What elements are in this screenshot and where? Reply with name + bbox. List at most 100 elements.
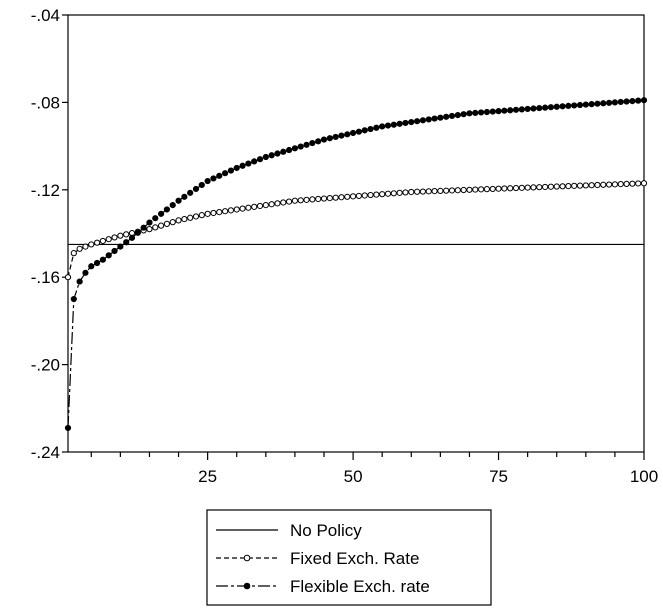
- data-point: [192, 213, 200, 220]
- data-point: [460, 111, 467, 118]
- data-point: [361, 127, 368, 134]
- data-point: [274, 200, 281, 207]
- series-flexible-exch-rate: [64, 97, 648, 432]
- data-point: [495, 108, 502, 115]
- data-point: [402, 119, 409, 127]
- data-point: [605, 99, 613, 106]
- data-point: [82, 243, 89, 250]
- data-point: [448, 112, 456, 120]
- data-point: [285, 198, 293, 205]
- data-point: [274, 150, 281, 157]
- data-point: [507, 185, 514, 192]
- data-point: [204, 210, 211, 217]
- data-point: [623, 180, 630, 187]
- data-point: [128, 234, 136, 241]
- data-point: [582, 182, 589, 189]
- data-point: [367, 191, 374, 199]
- data-point: [233, 206, 240, 213]
- legend-label: Flexible Exch. rate: [290, 577, 430, 596]
- data-point: [431, 115, 438, 122]
- data-point: [175, 217, 182, 224]
- data-point: [285, 146, 293, 154]
- data-point: [163, 220, 171, 227]
- series-line: [67, 99, 645, 428]
- data-point: [105, 236, 112, 243]
- data-point: [553, 103, 560, 110]
- data-point: [221, 170, 229, 177]
- data-point: [251, 203, 258, 210]
- data-point: [396, 189, 403, 196]
- data-point: [617, 98, 624, 106]
- data-point: [245, 204, 252, 211]
- data-point: [326, 195, 333, 202]
- data-point: [379, 123, 386, 130]
- data-point: [187, 214, 194, 221]
- data-point: [501, 107, 508, 114]
- data-point: [169, 201, 176, 209]
- data-point: [530, 184, 537, 191]
- x-tick-label: 75: [489, 467, 508, 486]
- data-point: [576, 182, 584, 189]
- data-point: [640, 180, 648, 187]
- data-point: [629, 180, 636, 187]
- data-point: [617, 181, 624, 188]
- data-point: [227, 167, 235, 174]
- data-point: [64, 274, 72, 281]
- data-point: [536, 104, 543, 112]
- data-point: [181, 193, 188, 200]
- data-point: [175, 197, 182, 204]
- data-point: [268, 201, 275, 208]
- data-point: [629, 97, 636, 105]
- data-point: [425, 116, 432, 123]
- data-point: [512, 106, 520, 113]
- x-tick-label: 100: [630, 467, 658, 486]
- data-point: [437, 187, 444, 194]
- data-point: [245, 160, 252, 167]
- data-point: [635, 180, 642, 187]
- data-point: [355, 192, 363, 200]
- data-point: [152, 215, 159, 222]
- data-point: [547, 183, 555, 190]
- data-point: [344, 131, 351, 138]
- data-point: [611, 181, 619, 188]
- data-point: [611, 99, 619, 106]
- data-point: [303, 196, 310, 203]
- data-point: [70, 250, 77, 257]
- data-point: [210, 175, 217, 182]
- data-point: [251, 158, 258, 165]
- data-point: [483, 186, 491, 193]
- data-point: [390, 121, 397, 128]
- data-point: [443, 187, 450, 194]
- data-point: [140, 224, 147, 231]
- legend-item: Flexible Exch. rate: [216, 577, 430, 596]
- data-point: [454, 111, 461, 119]
- data-point: [268, 152, 275, 159]
- data-point: [291, 145, 299, 152]
- data-point: [594, 100, 601, 107]
- legend-box: [206, 509, 492, 606]
- legend-marker: [243, 582, 251, 590]
- data-point: [483, 108, 491, 116]
- data-point: [280, 148, 287, 155]
- data-point: [338, 194, 345, 201]
- data-point: [524, 184, 531, 191]
- data-point: [367, 125, 374, 133]
- data-point: [361, 192, 368, 199]
- data-point: [309, 139, 316, 147]
- data-point: [262, 153, 269, 161]
- data-point: [303, 141, 310, 148]
- data-point: [88, 263, 95, 270]
- data-point: [472, 186, 479, 193]
- data-point: [332, 194, 339, 201]
- data-point: [105, 252, 112, 259]
- data-point: [187, 189, 194, 196]
- data-point: [93, 239, 101, 246]
- legend-label: No Policy: [290, 521, 362, 540]
- data-point: [82, 269, 89, 276]
- data-point: [256, 156, 264, 163]
- data-point: [565, 102, 572, 110]
- series-layer: [64, 97, 648, 432]
- data-point: [93, 259, 101, 267]
- data-point: [588, 182, 595, 189]
